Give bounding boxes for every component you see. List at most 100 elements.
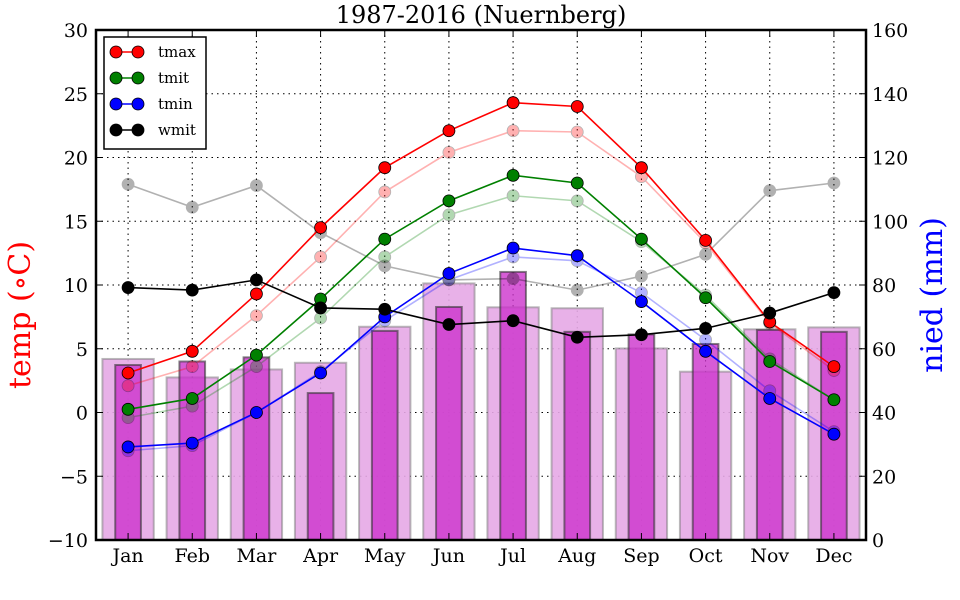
x-tick-label-feb: Feb <box>174 545 210 567</box>
point-tmit-may <box>378 232 392 246</box>
x-tick-label-jan: Jan <box>110 545 143 567</box>
x-tick-label-nov: Nov <box>750 545 789 567</box>
point-wmit-feb <box>185 283 199 297</box>
bars-layer <box>101 270 861 542</box>
bar-nied-apr <box>306 392 335 541</box>
point-tmax-reference-mar <box>250 309 263 323</box>
point-tmit-sep <box>635 232 648 246</box>
point-wmit-reference-nov <box>763 184 777 198</box>
x-tick-label-sep: Sep <box>623 545 659 567</box>
point-wmit-reference-jan <box>121 177 135 191</box>
point-wmit-reference-sep <box>635 269 648 283</box>
point-tmin-dec <box>827 427 841 441</box>
y-tick-label-right: 0 <box>872 530 884 552</box>
series-wmit <box>121 273 841 344</box>
y-tick-label-left: 20 <box>64 148 88 170</box>
point-tmax-reference-may <box>378 185 392 199</box>
line-tmin <box>128 247 835 448</box>
bar-nied-aug <box>563 330 592 542</box>
y-tick-label-left: −5 <box>60 466 88 488</box>
line-wmit <box>128 279 835 339</box>
legend-marker <box>131 97 145 111</box>
legend-item-tmin: tmin <box>109 95 193 113</box>
point-tmax-may <box>378 161 392 175</box>
y-tick-label-right: 160 <box>872 20 908 42</box>
bar-nied-sep <box>627 333 656 541</box>
point-tmit-nov <box>763 355 777 368</box>
point-wmit-apr <box>314 301 327 315</box>
point-tmin-jul <box>506 241 520 255</box>
point-tmax-reference-aug <box>570 125 584 139</box>
x-tick-label-apr: Apr <box>302 545 339 567</box>
line-tmit-reference <box>127 194 835 419</box>
legend-marker <box>109 123 123 137</box>
point-tmit-reference-jul <box>506 189 520 203</box>
point-tmit-dec <box>827 393 841 407</box>
y-tick-label-left: 25 <box>64 84 88 106</box>
y-tick-label-right: 100 <box>872 211 908 233</box>
point-tmax-reference-jul <box>506 124 520 138</box>
x-tick-label-oct: Oct <box>689 545 723 567</box>
point-wmit-jul <box>506 314 520 328</box>
legend-label: wmit <box>158 121 196 139</box>
y-tick-label-left: 15 <box>64 211 88 233</box>
legend-marker <box>109 97 123 111</box>
chart-title: 1987-2016 (Nuernberg) <box>336 1 627 29</box>
point-tmax-mar <box>250 287 263 301</box>
y-axis-label-left: temp (∘C) <box>3 241 38 389</box>
x-tick-label-mar: Mar <box>236 545 277 567</box>
point-wmit-nov <box>763 306 777 320</box>
y-tick-label-right: 120 <box>872 148 908 170</box>
legend-marker <box>131 71 145 85</box>
point-tmax-reference-jan <box>121 379 135 393</box>
point-tmit-jul <box>506 168 520 182</box>
legend-item-tmax: tmax <box>109 43 196 61</box>
point-tmax-jan <box>121 366 135 380</box>
line-tmit <box>127 174 835 411</box>
bar-nied-oct <box>691 342 720 541</box>
point-wmit-reference-oct <box>699 247 712 261</box>
x-tick-label-may: May <box>364 545 406 567</box>
point-tmit-reference-jun <box>442 208 456 222</box>
series-tmax <box>121 96 841 380</box>
y-tick-label-right: 80 <box>872 275 896 297</box>
series-tmax-reference <box>121 124 841 393</box>
point-tmin-apr <box>314 366 327 380</box>
point-wmit-mar <box>250 273 263 287</box>
y-tick-label-right: 140 <box>872 84 908 106</box>
legend-marker <box>109 71 123 85</box>
point-wmit-jan <box>121 281 135 294</box>
ticks-layer: −10 −5 0 5 10 15 20 25 30 0 20 40 60 80 100 120 140 160 Ja… <box>48 20 908 567</box>
legend-item-wmit: wmit <box>109 121 196 139</box>
point-tmax-reference-jun <box>442 145 456 159</box>
point-tmax-sep <box>635 161 648 175</box>
point-tmin-reference-oct <box>699 333 712 347</box>
point-tmax-reference-apr <box>314 250 327 264</box>
series-tmit <box>121 168 841 416</box>
point-wmit-oct <box>699 321 712 335</box>
point-tmit-reference-mar <box>250 360 263 374</box>
point-tmit-mar <box>250 348 263 362</box>
y-axis-label-right: nied (mm) <box>915 217 950 373</box>
point-wmit-sep <box>635 328 648 342</box>
y-tick-label-left: 5 <box>76 339 88 361</box>
point-tmax-aug <box>570 100 584 113</box>
point-tmit-oct <box>699 291 712 305</box>
x-tick-label-jul: Jul <box>498 545 526 567</box>
point-tmax-dec <box>827 360 841 374</box>
y-tick-label-left: 30 <box>64 20 88 42</box>
x-tick-label-jun: Jun <box>431 545 465 567</box>
line-tmax-reference <box>127 129 835 387</box>
legend-marker <box>131 123 145 137</box>
point-tmax-apr <box>314 221 327 235</box>
y-tick-label-right: 60 <box>872 339 896 361</box>
point-tmax-reference-feb <box>185 360 199 374</box>
bar-nied-mar <box>242 356 271 542</box>
x-tick-label-aug: Aug <box>557 545 596 567</box>
point-tmit-aug <box>570 176 584 190</box>
point-tmit-reference-aug <box>570 194 584 208</box>
legend-item-tmit: tmit <box>109 69 189 87</box>
line-wmit-reference <box>127 182 835 291</box>
point-tmax-jul <box>506 96 520 110</box>
